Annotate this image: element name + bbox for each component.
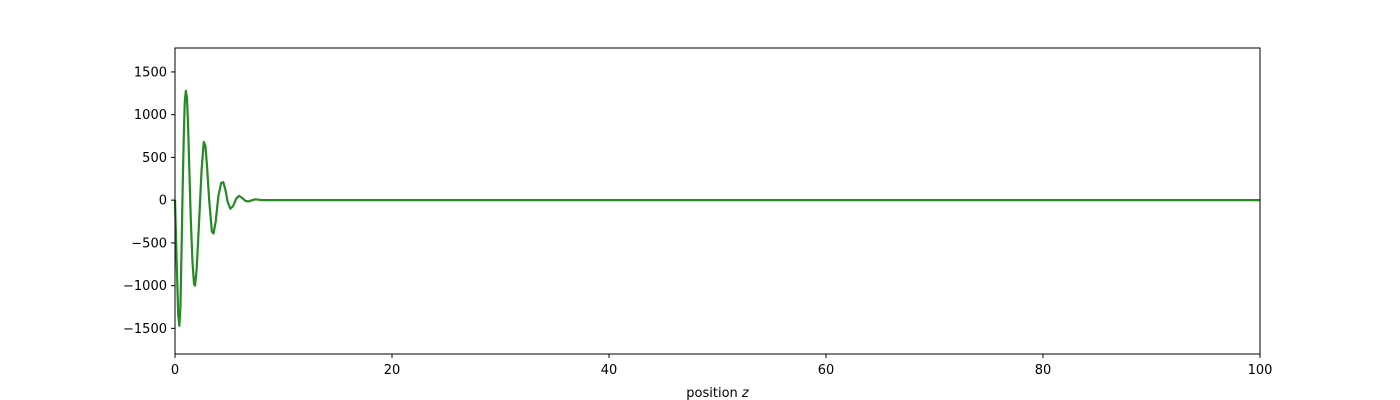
- y-tick-label: −1500: [123, 322, 167, 337]
- x-tick-label: 100: [1248, 363, 1273, 378]
- x-tick-label: 20: [384, 363, 401, 378]
- x-axis: 0 20 40 60 80 100: [171, 354, 1273, 378]
- plot-area: [173, 89, 1260, 327]
- y-tick-label: 0: [159, 194, 167, 209]
- plot-frame: [174, 47, 1261, 355]
- y-tick-label: 500: [142, 151, 167, 166]
- x-axis-label-text: position: [686, 386, 738, 400]
- y-tick-label: 1000: [134, 108, 167, 123]
- x-axis-label-variable: z: [741, 386, 750, 400]
- y-axis: −1500 −1000 −500 0 500 1000 1500: [123, 65, 175, 337]
- y-tick-label: 1500: [134, 65, 167, 80]
- series-line: [173, 89, 1260, 327]
- x-tick-label: 0: [171, 363, 179, 378]
- x-axis-label: position z: [686, 386, 750, 400]
- y-tick-label: −1000: [123, 279, 167, 294]
- x-tick-label: 80: [1035, 363, 1052, 378]
- x-tick-label: 40: [601, 363, 618, 378]
- y-tick-label: −500: [131, 236, 167, 251]
- x-tick-label: 60: [818, 363, 835, 378]
